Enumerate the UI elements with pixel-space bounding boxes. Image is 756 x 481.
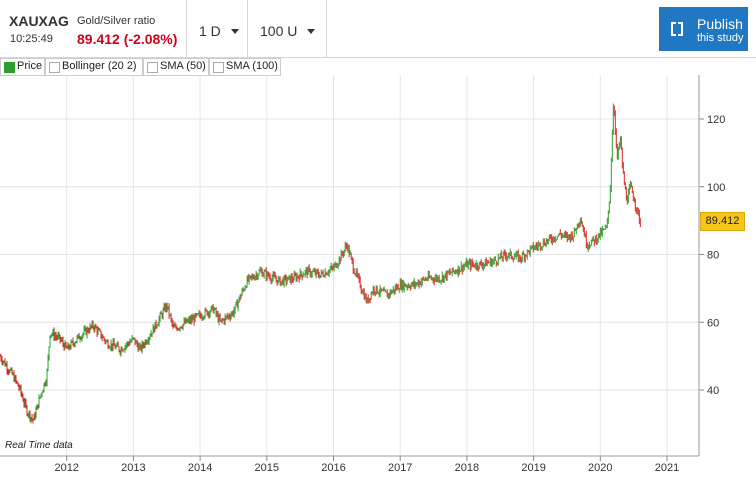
- legend-label: SMA (100): [226, 60, 278, 72]
- x-tick-label: 2012: [54, 462, 78, 474]
- symbol-box[interactable]: XAUXAG Gold/Silver ratio 10:25:49 89.412…: [0, 0, 187, 57]
- y-tick-label: 40: [707, 385, 719, 397]
- x-tick-label: 2019: [521, 462, 545, 474]
- symbol-description: Gold/Silver ratio: [77, 15, 156, 27]
- quote-time: 10:25:49: [10, 33, 53, 45]
- y-tick-label: 100: [707, 182, 725, 194]
- checkbox-icon: [49, 62, 60, 73]
- legend-label: Bollinger (20 2): [62, 60, 137, 72]
- y-tick-label: 120: [707, 114, 725, 126]
- publish-sublabel: this study: [697, 32, 744, 44]
- x-tick-label: 2021: [655, 462, 679, 474]
- y-tick-label: 80: [707, 250, 719, 262]
- realtime-note: Real Time data: [5, 440, 73, 451]
- legend-item-sma100[interactable]: SMA (100): [209, 58, 281, 76]
- checkbox-icon: [147, 62, 158, 73]
- publish-icon: [671, 22, 683, 36]
- y-tick-label: 60: [707, 317, 719, 329]
- x-tick-label: 2015: [255, 462, 279, 474]
- x-tick-label: 2020: [588, 462, 612, 474]
- interval-label: 1 D: [199, 23, 221, 39]
- x-tick-label: 2013: [121, 462, 145, 474]
- units-label: 100 U: [260, 23, 298, 39]
- chart-toolbar: XAUXAG Gold/Silver ratio 10:25:49 89.412…: [0, 0, 756, 58]
- x-tick-label: 2018: [455, 462, 479, 474]
- last-price: 89.412 (-2.08%): [77, 31, 178, 47]
- current-price-tag: 89.412: [700, 212, 745, 231]
- x-tick-label: 2014: [188, 462, 212, 474]
- chevron-down-icon: [307, 29, 315, 34]
- legend-label: SMA (50): [160, 60, 206, 72]
- legend-item-sma50[interactable]: SMA (50): [143, 58, 209, 76]
- chevron-down-icon: [231, 29, 239, 34]
- legend-label: Price: [17, 60, 43, 72]
- publish-label: Publish: [697, 16, 743, 32]
- interval-dropdown[interactable]: 1 D: [187, 0, 248, 57]
- price-swatch-icon: [4, 62, 15, 73]
- x-tick-label: 2017: [388, 462, 412, 474]
- legend-item-bollinger[interactable]: Bollinger (20 2): [45, 58, 143, 76]
- symbol-label: XAUXAG: [9, 13, 69, 29]
- legend-item-price[interactable]: Price: [0, 58, 45, 76]
- x-tick-label: 2016: [321, 462, 345, 474]
- checkbox-icon: [213, 62, 224, 73]
- units-dropdown[interactable]: 100 U: [248, 0, 327, 57]
- publish-button[interactable]: Publish this study: [659, 7, 748, 51]
